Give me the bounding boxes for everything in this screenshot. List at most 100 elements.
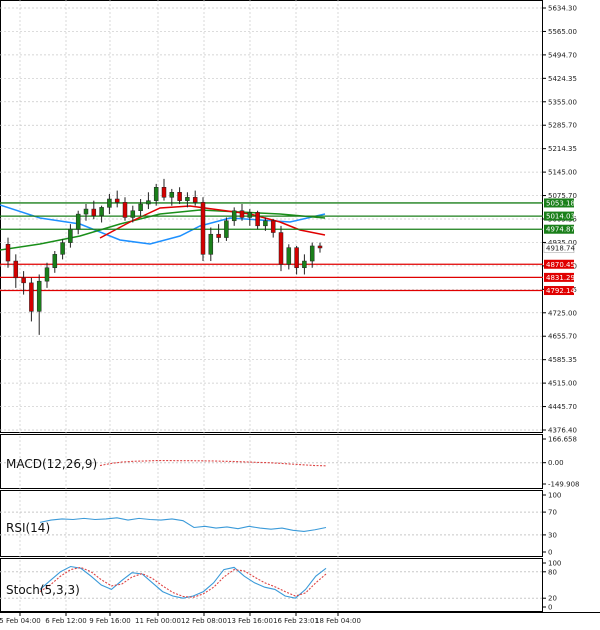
candle-body — [122, 202, 128, 218]
stoch-signal-line — [39, 566, 327, 598]
resistance-level-label: 4974.87 — [546, 226, 575, 234]
x-tick-label: 6 Feb 12:00 — [45, 617, 86, 625]
resistance-level-tag — [544, 211, 574, 221]
candle-body — [216, 233, 221, 238]
x-tick-label: 13 Feb 16:00 — [227, 617, 273, 625]
candle-body — [68, 228, 73, 243]
y-tick-label: 4445.70 — [548, 403, 577, 411]
candle-body — [169, 192, 175, 198]
x-tick-label: 5 Feb 04:00 — [0, 617, 41, 625]
candle-body — [231, 210, 237, 222]
rsi-label: RSI(14) — [6, 521, 50, 535]
panel-y-tick-label: 0.00 — [548, 459, 564, 467]
candle-body — [224, 220, 229, 238]
y-tick-label: 5424.35 — [548, 75, 577, 83]
moving-average-line-1 — [0, 209, 326, 251]
candle-body — [36, 280, 42, 312]
y-tick-label: 4725.00 — [548, 309, 577, 317]
stoch-main-line — [39, 565, 327, 599]
candle-body — [75, 213, 81, 230]
candle-body — [286, 247, 292, 265]
candle-body — [130, 210, 136, 218]
candle-body — [99, 207, 104, 217]
y-tick-label: 4585.35 — [548, 356, 577, 364]
support-level-label: 4792.14 — [546, 287, 575, 295]
support-level-tag — [544, 286, 574, 296]
candle-body — [200, 202, 206, 255]
candle-body — [21, 277, 26, 284]
candle-body — [278, 232, 284, 265]
candle-body — [302, 260, 307, 269]
y-tick-label: 5355.00 — [548, 98, 577, 106]
candle-body — [44, 267, 50, 282]
y-tick-label: 5075.70 — [548, 192, 577, 200]
panel-y-tick-label: 80 — [548, 568, 557, 576]
y-tick-label: 5494.70 — [548, 51, 577, 59]
candle-body — [317, 245, 323, 249]
y-tick-label: 5145.00 — [548, 169, 577, 177]
candle-body — [294, 247, 299, 269]
x-tick-label: 18 Feb 04:00 — [315, 617, 361, 625]
candle-body — [146, 200, 151, 205]
y-tick-label: 5285.70 — [548, 122, 577, 130]
resistance-level-label: 5053.18 — [546, 199, 575, 207]
pane-frame-3 — [0, 558, 543, 612]
panel-y-tick-label: 100 — [548, 560, 561, 568]
x-tick-label: 12 Feb 08:00 — [181, 617, 227, 625]
candle-body — [192, 197, 198, 203]
pane-frame-2 — [0, 490, 543, 557]
candle-body — [138, 203, 143, 211]
x-tick-label: 16 Feb 23:01 — [273, 617, 319, 625]
moving-average-line-2 — [99, 205, 326, 239]
candle-body — [263, 220, 268, 227]
panel-y-tick-label: 70 — [548, 509, 557, 517]
y-tick-label: 4935.00 — [548, 239, 577, 247]
candle-body — [270, 220, 276, 233]
panel-y-tick-label: 166.658 — [548, 436, 577, 444]
candle-body — [29, 282, 34, 312]
rsi-line — [39, 517, 327, 533]
x-tick-label: 11 Feb 00:00 — [135, 617, 181, 625]
macd-label: MACD(12,26,9) — [6, 457, 97, 471]
candle-body — [185, 197, 190, 201]
candle-body — [91, 208, 97, 217]
support-level-label: 4870.45 — [546, 261, 575, 269]
y-tick-label: 4655.70 — [548, 333, 577, 341]
support-level-label: 4831.29 — [546, 274, 575, 282]
support-level-tag — [544, 259, 574, 269]
candle-body — [5, 244, 11, 262]
stoch-label: Stoch(5,3,3) — [6, 583, 80, 597]
y-tick-label: 4376.40 — [548, 427, 577, 435]
current-price-label: 4918.74 — [546, 245, 575, 253]
y-tick-label: 5634.30 — [548, 5, 577, 13]
panel-y-tick-label: 0 — [548, 604, 552, 612]
resistance-level-tag — [544, 224, 574, 234]
y-tick-label: 4515.00 — [548, 380, 577, 388]
current-price-tag — [543, 243, 575, 253]
candle-body — [247, 212, 253, 218]
candle-body — [309, 245, 315, 262]
resistance-level-tag — [544, 198, 574, 208]
macd-signal-line — [99, 460, 327, 467]
panel-y-tick-label: 20 — [548, 595, 557, 603]
candle-body — [208, 233, 214, 255]
candle-body — [255, 212, 260, 227]
y-tick-label: 5214.35 — [548, 145, 577, 153]
panel-y-tick-label: 0 — [548, 549, 552, 557]
panel-y-tick-label: 100 — [548, 492, 561, 500]
support-level-tag — [544, 272, 574, 282]
x-tick-label: 9 Feb 16:00 — [89, 617, 130, 625]
candle-body — [52, 254, 58, 269]
panel-y-tick-label: -149.908 — [548, 481, 579, 489]
candle-body — [13, 260, 19, 279]
candle-body — [83, 208, 89, 215]
pane-frame-1 — [0, 434, 543, 489]
candle-body — [239, 210, 245, 218]
candle-body — [161, 186, 167, 198]
candle-body — [114, 198, 120, 203]
candle-body — [60, 242, 65, 255]
y-tick-label: 5565.00 — [548, 28, 577, 36]
moving-average-line-0 — [0, 204, 326, 245]
